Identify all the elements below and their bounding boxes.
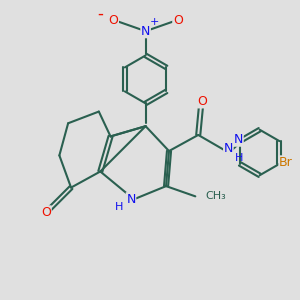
- Text: O: O: [109, 14, 118, 27]
- Text: +: +: [150, 17, 159, 27]
- Text: O: O: [41, 206, 51, 219]
- Text: -: -: [98, 4, 103, 22]
- Text: O: O: [198, 95, 208, 108]
- Text: N: N: [126, 193, 136, 206]
- Text: O: O: [173, 14, 183, 27]
- Text: CH₃: CH₃: [206, 191, 226, 201]
- Text: N: N: [224, 142, 233, 155]
- Text: H: H: [115, 202, 124, 212]
- Text: N: N: [234, 133, 243, 146]
- Text: Br: Br: [279, 156, 293, 169]
- Text: N: N: [141, 25, 150, 38]
- Text: H: H: [235, 153, 243, 163]
